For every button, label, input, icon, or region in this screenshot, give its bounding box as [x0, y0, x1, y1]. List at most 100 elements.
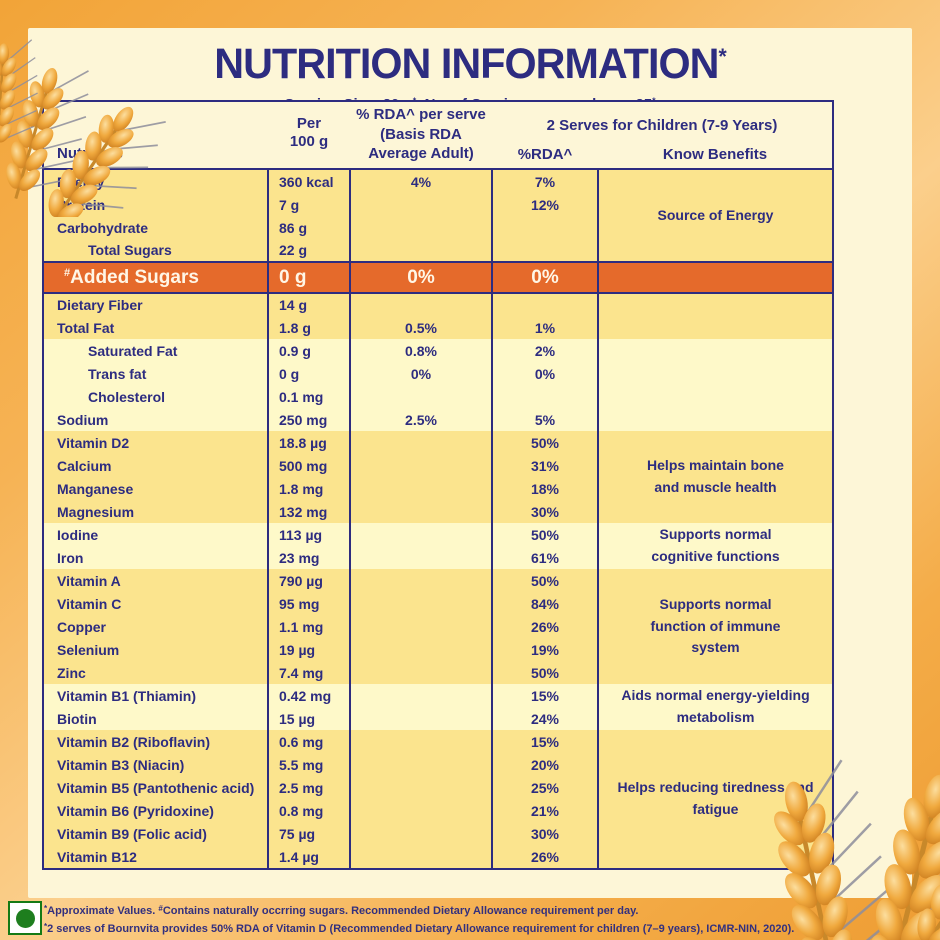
- nutrient-per100: 360 kcal: [268, 170, 351, 193]
- nutrient-rda-serve: [350, 707, 493, 730]
- nutrient-per100: 0.42 mg: [268, 684, 351, 707]
- table-row: Vitamin B1 (Thiamin) 0.42 mg 15% Aids norma…: [44, 684, 832, 730]
- table-row: Iodine 113 µg 50% Supports normal cognitive…: [44, 523, 832, 569]
- table-row: Vitamin B5 (Pantothenic acid) 2.5 mg 25%: [44, 776, 832, 799]
- nutrient-name: Calcium: [44, 454, 269, 477]
- nutrient-rda-serve: [350, 592, 493, 615]
- nutrient-rda-child: 31%: [492, 454, 599, 477]
- table-row: Vitamin A 790 µg 50% Supports normal functi…: [44, 569, 832, 684]
- nutrient-rda-serve: [350, 546, 493, 569]
- nutrient-per100: 86 g: [268, 216, 351, 239]
- page-title: NUTRITION INFORMATION*: [19, 40, 921, 89]
- nutrient-name: Manganese: [44, 477, 269, 500]
- page-title-asterisk: *: [718, 44, 726, 69]
- nutrient-name: Saturated Fat: [44, 339, 269, 362]
- nutrient-rda-child: 50%: [492, 523, 599, 546]
- footnotes: *Approximate Values. #Contains naturally…: [44, 901, 904, 937]
- table-row: Trans fat 0 g 0% 0%: [44, 362, 832, 385]
- table-row: Carbohydrate 86 g: [44, 216, 832, 239]
- nutrient-name: Vitamin B2 (Riboflavin): [44, 730, 269, 753]
- nutrient-rda-child: 21%: [492, 799, 599, 822]
- nutrient-rda-serve: [350, 477, 493, 500]
- table-row: Cholesterol 0.1 mg: [44, 385, 832, 408]
- nutrient-rda-child: 15%: [492, 684, 599, 707]
- table-row: Selenium 19 µg 19%: [44, 638, 832, 661]
- nutrient-per100: 7.4 mg: [268, 661, 351, 684]
- footnote-line-1: *Approximate Values. #Contains naturally…: [44, 904, 639, 917]
- nutrient-rda-serve: [350, 776, 493, 799]
- nutrient-name: Iron: [44, 546, 269, 569]
- benefit-cell: Supports normal function of immune syste…: [598, 569, 832, 684]
- nutrient-per100: 250 mg: [268, 408, 351, 431]
- nutrient-rda-serve: [350, 454, 493, 477]
- vegetarian-dot-icon: [15, 908, 35, 928]
- nutrient-rda-child: 50%: [492, 431, 599, 454]
- nutrient-rda-child: 24%: [492, 707, 599, 730]
- nutrient-rda-serve: [350, 799, 493, 822]
- table-row: Saturated Fat 0.9 g 0.8% 2%: [44, 339, 832, 431]
- table-row: Vitamin B9 (Folic acid) 75 µg 30%: [44, 822, 832, 845]
- table-row: Energy 360 kcal 4% 7% Source of Energy: [44, 170, 832, 262]
- nutrient-per100: 15 µg: [268, 707, 351, 730]
- nutrient-per100: 132 mg: [268, 500, 351, 523]
- nutrient-rda-child: 26%: [492, 615, 599, 638]
- table-row: Calcium 500 mg 31%: [44, 454, 832, 477]
- nutrient-name: Cholesterol: [44, 385, 269, 408]
- table-row: Vitamin B6 (Pyridoxine) 0.8 mg 21%: [44, 799, 832, 822]
- nutrient-rda-serve: [350, 431, 493, 454]
- nutrient-per100: 75 µg: [268, 822, 351, 845]
- nutrient-rda-child: 20%: [492, 753, 599, 776]
- benefit-cell: Helps maintain bone and muscle health: [598, 431, 832, 523]
- nutrition-table: Nutrients Per 100 g % RDA^ per serve (Ba…: [42, 100, 834, 870]
- table-row: Magnesium 132 mg 30%: [44, 500, 832, 523]
- nutrient-per100: 1.8 g: [268, 316, 351, 339]
- table-row: Vitamin B3 (Niacin) 5.5 mg 20%: [44, 753, 832, 776]
- nutrient-rda-serve: [350, 500, 493, 523]
- nutrient-rda-child: 12%: [492, 193, 599, 216]
- nutrient-rda-serve: [350, 845, 493, 868]
- nutrient-rda-child: 18%: [492, 477, 599, 500]
- nutrient-rda-child: 50%: [492, 661, 599, 684]
- nutrient-name: Carbohydrate: [44, 216, 269, 239]
- nutrient-rda-serve: [350, 730, 493, 753]
- nutrient-per100: 23 mg: [268, 546, 351, 569]
- nutrient-rda-child: [492, 216, 599, 239]
- header-children-group: 2 Serves for Children (7-9 Years): [546, 117, 778, 134]
- nutrient-rda-serve: [350, 638, 493, 661]
- table-row: Vitamin C 95 mg 84%: [44, 592, 832, 615]
- nutrient-name: Selenium: [44, 638, 269, 661]
- nutrient-rda-child: [492, 385, 599, 408]
- table-row: Vitamin B2 (Riboflavin) 0.6 mg 15% Helps re…: [44, 730, 832, 868]
- nutrient-per100: 2.5 mg: [268, 776, 351, 799]
- nutrient-per100: 95 mg: [268, 592, 351, 615]
- added-sugars-benefit: [598, 261, 832, 294]
- nutrient-rda-serve: 4%: [350, 170, 493, 193]
- table-row: Vitamin B12 1.4 µg 26%: [44, 845, 832, 868]
- nutrient-rda-serve: [350, 615, 493, 638]
- table-header: Nutrients Per 100 g % RDA^ per serve (Ba…: [44, 102, 832, 170]
- nutrient-rda-serve: [350, 753, 493, 776]
- nutrient-rda-child: 0%: [492, 362, 599, 385]
- nutrient-rda-child: 19%: [492, 638, 599, 661]
- benefit-cell: Helps reducing tiredness and fatigue: [598, 730, 832, 868]
- nutrient-name: Total Fat: [44, 316, 269, 339]
- table-row: Total Fat 1.8 g 0.5% 1%: [44, 316, 832, 339]
- benefit-cell: Source of Energy: [598, 170, 832, 262]
- nutrient-per100: 0.9 g: [268, 339, 351, 362]
- table-row: Manganese 1.8 mg 18%: [44, 477, 832, 500]
- nutrition-table-body: Energy 360 kcal 4% 7% Source of Energy Protei…: [44, 170, 832, 868]
- added-sugars-label: #Added Sugars: [44, 261, 269, 294]
- nutrient-name: Biotin: [44, 707, 269, 730]
- nutrient-name: Vitamin B6 (Pyridoxine): [44, 799, 269, 822]
- nutrient-per100: 1.4 µg: [268, 845, 351, 868]
- nutrient-name: Trans fat: [44, 362, 269, 385]
- nutrient-rda-serve: [350, 684, 493, 707]
- benefit-cell: [598, 339, 832, 431]
- nutrient-name: Vitamin B9 (Folic acid): [44, 822, 269, 845]
- nutrient-name: Sodium: [44, 408, 269, 431]
- nutrient-name: Magnesium: [44, 500, 269, 523]
- table-row: Copper 1.1 mg 26%: [44, 615, 832, 638]
- nutrient-name: Vitamin D2: [44, 431, 269, 454]
- table-row: Zinc 7.4 mg 50%: [44, 661, 832, 684]
- nutrient-rda-child: 1%: [492, 316, 599, 339]
